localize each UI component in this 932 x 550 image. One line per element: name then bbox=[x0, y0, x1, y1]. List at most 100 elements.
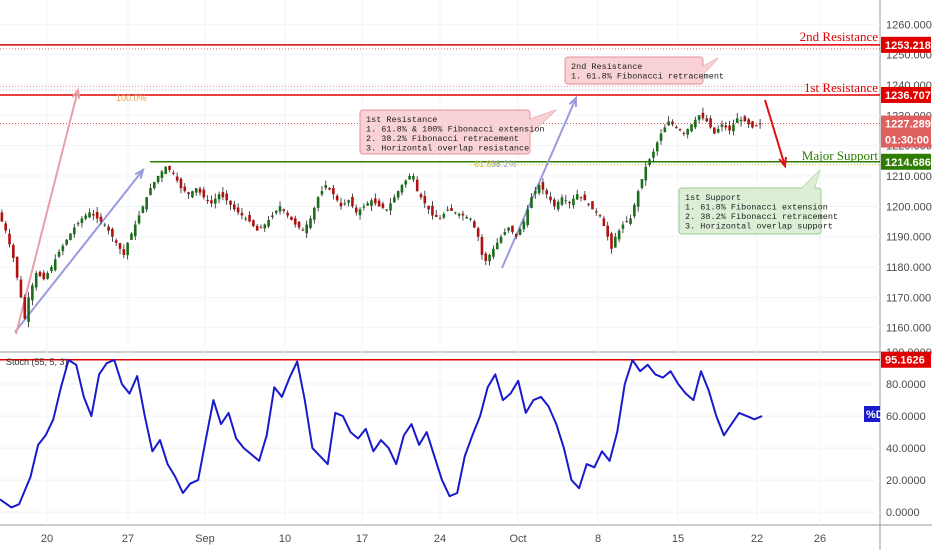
annotation-2nd-resistance-pointer-fill bbox=[700, 58, 718, 78]
candle-body bbox=[194, 188, 198, 193]
candle-body bbox=[244, 218, 248, 220]
price-tick-label: 1210.000 bbox=[886, 171, 932, 183]
candle-body bbox=[556, 201, 560, 210]
price-tick-label: 1160.000 bbox=[886, 323, 931, 335]
candle-body bbox=[568, 202, 571, 204]
candle-body bbox=[38, 271, 42, 277]
candle-body bbox=[8, 233, 11, 245]
candle-body bbox=[335, 195, 339, 201]
candle-body bbox=[328, 188, 331, 190]
candle-body bbox=[84, 215, 88, 219]
price-tags: 1253.218 1236.707 1227.289 01:30:00 1214.686… bbox=[864, 36, 931, 422]
candle-body bbox=[297, 221, 301, 228]
stoch-tick-label: 80.0000 bbox=[886, 379, 926, 391]
annotation-1st-resistance-pointer-fill bbox=[528, 110, 556, 136]
candle-body bbox=[358, 209, 362, 216]
candle-body bbox=[461, 213, 465, 216]
price-tick-label: 1180.000 bbox=[886, 262, 931, 274]
candle-body bbox=[663, 127, 667, 133]
fib-label-100: 100.0% bbox=[116, 93, 147, 103]
candle-body bbox=[674, 126, 678, 128]
candle-body bbox=[591, 201, 594, 210]
candle-body bbox=[198, 188, 202, 193]
price-tick-label: 1170.000 bbox=[886, 292, 931, 304]
candle-body bbox=[537, 185, 541, 194]
tag-current-price-text: 1227.289 bbox=[885, 119, 931, 131]
candle-body bbox=[221, 192, 225, 198]
tag-stoch-level-bg bbox=[881, 351, 931, 368]
candle-body bbox=[572, 198, 575, 206]
candle-body bbox=[457, 213, 461, 216]
candle-body bbox=[95, 212, 99, 219]
candle-body bbox=[278, 206, 282, 212]
candle-body bbox=[23, 296, 27, 319]
candle-body bbox=[526, 209, 529, 226]
annotation-1st-resistance-line: 2. 38.2% Fibonacci retracement bbox=[366, 134, 519, 144]
candle-body bbox=[137, 215, 141, 224]
candle-body bbox=[724, 125, 728, 128]
candle-body bbox=[423, 195, 427, 204]
candle-body bbox=[667, 121, 670, 126]
fibonacci-arrows bbox=[14, 87, 787, 335]
candle-body bbox=[88, 212, 91, 218]
candle-body bbox=[530, 197, 533, 208]
tag-major-support-bg bbox=[881, 153, 931, 170]
candle-body bbox=[625, 221, 629, 223]
candle-body bbox=[495, 242, 499, 250]
candle-body bbox=[65, 239, 68, 245]
candle-body bbox=[408, 176, 411, 180]
candle-body bbox=[233, 204, 236, 210]
candle-body bbox=[156, 176, 160, 183]
candle-body bbox=[236, 207, 240, 213]
candle-body bbox=[183, 186, 187, 192]
candle-body bbox=[217, 194, 221, 200]
candle-body bbox=[248, 214, 251, 222]
candle-body bbox=[743, 116, 747, 122]
candle-body bbox=[252, 220, 255, 227]
candle-body bbox=[31, 285, 34, 301]
grid bbox=[0, 0, 880, 525]
fib-label-382: 38.2% bbox=[491, 159, 517, 169]
candle-body bbox=[732, 124, 735, 132]
candle-body bbox=[412, 176, 415, 180]
fib-arrow-extension-1 bbox=[15, 89, 79, 335]
candle-body bbox=[549, 196, 552, 201]
stoch-tick-label: 60.0000 bbox=[886, 411, 926, 423]
candle-body bbox=[610, 233, 613, 249]
candle-body bbox=[126, 242, 129, 256]
level-lines: 2nd Resistance 1st Resistance Major Suppor… bbox=[0, 29, 880, 166]
candle-body bbox=[267, 220, 270, 227]
tag-resistance-1-text: 1236.707 bbox=[885, 90, 931, 102]
candle-body bbox=[720, 124, 724, 127]
candles bbox=[0, 107, 762, 328]
annotation-2nd-resistance-line: 1. 61.8% Fibonacci retracement bbox=[571, 72, 724, 82]
annotation-1st-support-line: 3. Horizontal overlap support bbox=[685, 222, 833, 232]
candle-body bbox=[385, 209, 389, 211]
candle-body bbox=[76, 223, 80, 225]
candle-body bbox=[164, 166, 168, 175]
candle-body bbox=[507, 227, 510, 231]
candle-body bbox=[99, 216, 103, 222]
candle-body bbox=[122, 249, 126, 255]
x-tick-label: 8 bbox=[595, 533, 601, 545]
candle-body bbox=[175, 176, 179, 181]
candle-body bbox=[381, 203, 385, 208]
resistance-2-label: 2nd Resistance bbox=[800, 29, 879, 44]
candle-body bbox=[370, 200, 373, 206]
candle-body bbox=[145, 197, 148, 210]
candle-body bbox=[301, 229, 305, 231]
candle-body bbox=[629, 218, 632, 224]
candle-body bbox=[739, 119, 743, 122]
candle-body bbox=[606, 225, 609, 237]
candle-body bbox=[499, 236, 503, 243]
candle-body bbox=[274, 210, 278, 214]
candle-body bbox=[309, 218, 312, 228]
stoch-tick-label: 20.0000 bbox=[886, 475, 926, 487]
candle-body bbox=[172, 172, 175, 174]
candle-body bbox=[583, 194, 587, 201]
candle-body bbox=[579, 196, 583, 198]
candle-body bbox=[324, 185, 328, 188]
candle-body bbox=[153, 182, 156, 189]
